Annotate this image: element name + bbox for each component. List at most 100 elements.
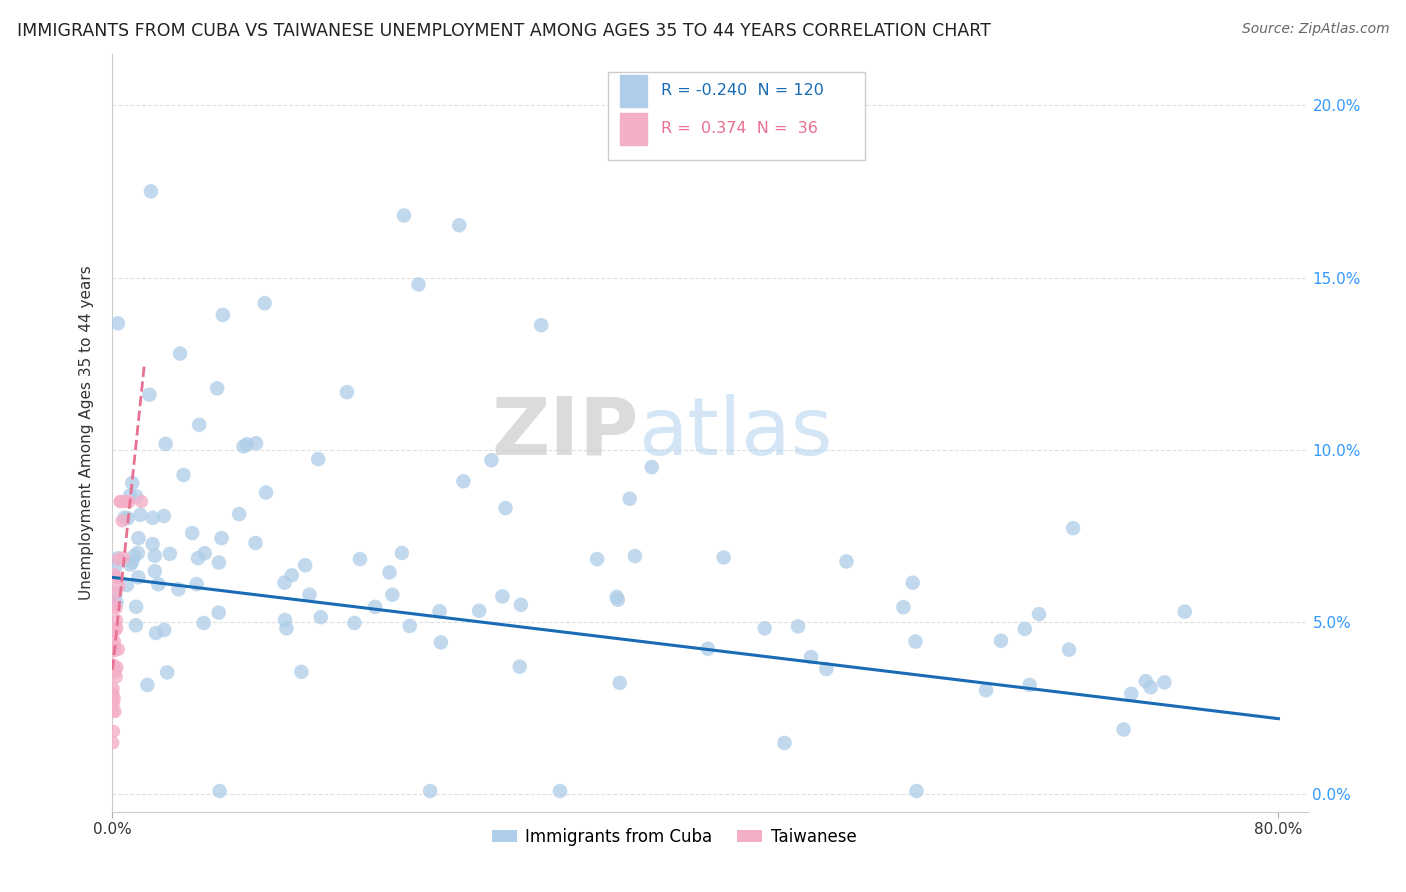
Point xyxy=(815,662,838,676)
Point xyxy=(104,665,127,679)
Point xyxy=(104,559,127,574)
Point xyxy=(105,614,128,628)
Point xyxy=(143,549,166,563)
Point xyxy=(104,705,127,719)
Point xyxy=(124,549,146,563)
Point xyxy=(142,537,165,551)
Point xyxy=(125,490,148,504)
Point xyxy=(453,475,475,489)
Point xyxy=(254,485,277,500)
Point xyxy=(118,489,141,503)
Point xyxy=(1121,687,1143,701)
Point xyxy=(115,578,138,592)
Point xyxy=(103,588,125,602)
Point xyxy=(112,550,135,565)
Point xyxy=(245,536,267,550)
Point xyxy=(111,514,134,528)
Point xyxy=(974,683,997,698)
Point xyxy=(194,546,217,560)
Point xyxy=(298,588,321,602)
Point xyxy=(155,437,177,451)
Point xyxy=(378,566,401,580)
Point xyxy=(101,689,124,703)
Point xyxy=(290,665,312,679)
Point xyxy=(624,549,647,563)
Point xyxy=(990,633,1012,648)
Text: R =  0.374  N =  36: R = 0.374 N = 36 xyxy=(661,121,818,136)
Point xyxy=(1018,678,1040,692)
Point xyxy=(713,550,735,565)
Point xyxy=(208,556,231,570)
Text: IMMIGRANTS FROM CUBA VS TAIWANESE UNEMPLOYMENT AMONG AGES 35 TO 44 YEARS CORRELA: IMMIGRANTS FROM CUBA VS TAIWANESE UNEMPL… xyxy=(17,22,991,40)
Point xyxy=(398,619,420,633)
Text: ZIP: ZIP xyxy=(491,393,638,472)
Point xyxy=(105,596,128,610)
Point xyxy=(408,277,430,292)
Point xyxy=(188,417,211,432)
Point xyxy=(103,696,125,710)
Point xyxy=(491,590,513,604)
Point xyxy=(392,209,415,223)
Point xyxy=(481,453,503,467)
Point xyxy=(107,551,129,566)
Point xyxy=(121,555,143,569)
Point xyxy=(773,736,796,750)
Point xyxy=(530,318,553,333)
Point xyxy=(391,546,413,560)
Point xyxy=(236,437,259,451)
Point xyxy=(117,511,139,525)
Point xyxy=(103,658,125,673)
Point xyxy=(273,575,295,590)
Point xyxy=(153,508,176,523)
Point xyxy=(143,564,166,578)
Point xyxy=(159,547,181,561)
Point xyxy=(114,510,136,524)
Point xyxy=(509,659,531,673)
Point xyxy=(835,554,858,568)
Point xyxy=(208,606,231,620)
Point xyxy=(468,604,491,618)
Point xyxy=(108,579,131,593)
Point xyxy=(429,604,451,618)
Point xyxy=(381,588,404,602)
Point xyxy=(193,615,215,630)
Point xyxy=(127,531,149,545)
Point xyxy=(105,601,128,615)
Point xyxy=(606,592,628,607)
Point xyxy=(253,296,276,310)
Point xyxy=(893,600,915,615)
Point xyxy=(343,615,366,630)
Point xyxy=(1014,622,1036,636)
Point xyxy=(309,610,332,624)
Point xyxy=(1139,680,1161,694)
Point xyxy=(294,558,316,573)
Point xyxy=(281,568,304,582)
Point xyxy=(104,587,127,601)
Point xyxy=(307,452,329,467)
Point xyxy=(904,634,927,648)
Point xyxy=(107,642,129,657)
Point xyxy=(1135,674,1157,689)
Point xyxy=(1153,675,1175,690)
Point xyxy=(606,590,628,604)
Point xyxy=(148,577,170,591)
Point xyxy=(127,570,149,584)
Point xyxy=(103,639,125,653)
Point xyxy=(138,388,160,402)
Point xyxy=(115,494,138,508)
Point xyxy=(105,670,128,684)
Point xyxy=(208,784,231,798)
Point xyxy=(1057,642,1080,657)
Point xyxy=(495,501,517,516)
Text: Source: ZipAtlas.com: Source: ZipAtlas.com xyxy=(1241,22,1389,37)
Point xyxy=(754,621,776,635)
Point xyxy=(125,599,148,614)
Point xyxy=(172,467,194,482)
Point xyxy=(101,686,124,700)
Point xyxy=(112,494,135,508)
Point xyxy=(609,675,631,690)
Point xyxy=(336,385,359,400)
Point xyxy=(187,551,209,566)
Point xyxy=(787,619,810,633)
FancyBboxPatch shape xyxy=(609,72,866,160)
